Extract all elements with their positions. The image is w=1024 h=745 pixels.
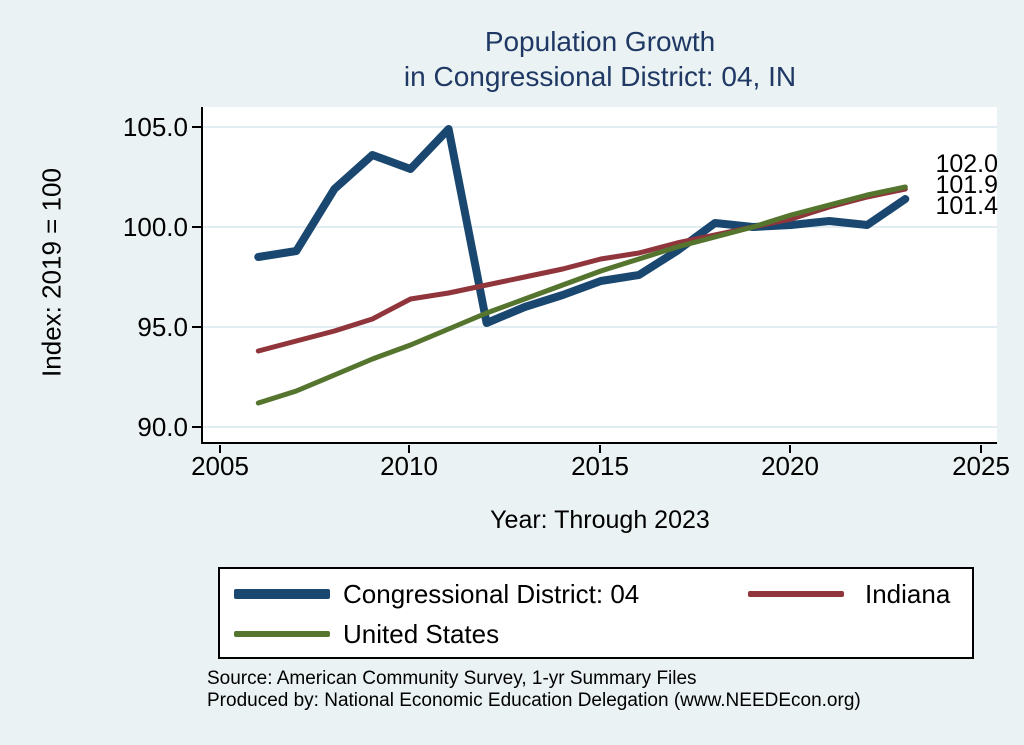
footer-notes: Source: American Community Survey, 1-yr … xyxy=(207,668,1007,711)
x-tick-2015 xyxy=(599,445,601,453)
y-tick-95 xyxy=(192,326,201,328)
end-label-united-states: 102.0 xyxy=(935,150,998,178)
y-axis-title: Index: 2019 = 100 xyxy=(36,168,67,377)
y-tick-90 xyxy=(192,426,201,428)
legend-label-united-states: United States xyxy=(343,619,500,649)
x-tick-2020 xyxy=(789,445,791,453)
gridline-100 xyxy=(203,226,997,228)
y-tick-label-95: 95.0 xyxy=(137,312,188,342)
y-tick-100 xyxy=(192,226,201,228)
x-tick-label-2020: 2020 xyxy=(761,451,819,481)
y-tick-label-90: 90.0 xyxy=(137,412,188,442)
y-tick-label-100: 100.0 xyxy=(122,212,188,242)
source-note: Source: American Community Survey, 1-yr … xyxy=(207,668,697,689)
end-value-labels: 102.0 101.9 101.4 xyxy=(825,150,998,220)
x-tick-2025 xyxy=(980,445,982,453)
chart-title-line-1: Population Growth xyxy=(484,26,716,57)
gridline-90 xyxy=(203,426,997,428)
y-tick-105 xyxy=(192,126,201,128)
legend-swatch-indiana xyxy=(748,591,844,597)
x-tick-2005 xyxy=(219,445,221,453)
x-tick-label-2025: 2025 xyxy=(952,451,1010,481)
chart-title-line-2: in Congressional District: 04, IN xyxy=(403,61,797,92)
end-label-district: 101.4 xyxy=(935,192,998,220)
legend-swatch-united-states xyxy=(234,631,330,637)
legend-label-district: Congressional District: 04 xyxy=(343,579,640,609)
end-label-indiana: 101.9 xyxy=(935,171,998,199)
x-tick-label-2015: 2015 xyxy=(571,451,629,481)
x-tick-2010 xyxy=(408,445,410,453)
legend-label-indiana: Indiana xyxy=(865,579,951,609)
x-tick-label-2010: 2010 xyxy=(380,451,438,481)
chart-title: Population Growth in Congressional Distr… xyxy=(188,24,1012,94)
legend-box: Congressional District: 04 Indiana Unite… xyxy=(218,567,974,659)
produced-by-note: Produced by: National Economic Education… xyxy=(207,689,861,711)
gridline-95 xyxy=(203,326,997,328)
legend-swatch-district xyxy=(234,589,330,599)
y-tick-label-105: 105.0 xyxy=(122,112,188,142)
gridline-105 xyxy=(203,126,997,128)
x-axis-title: Year: Through 2023 xyxy=(490,506,710,534)
x-tick-label-2005: 2005 xyxy=(191,451,249,481)
